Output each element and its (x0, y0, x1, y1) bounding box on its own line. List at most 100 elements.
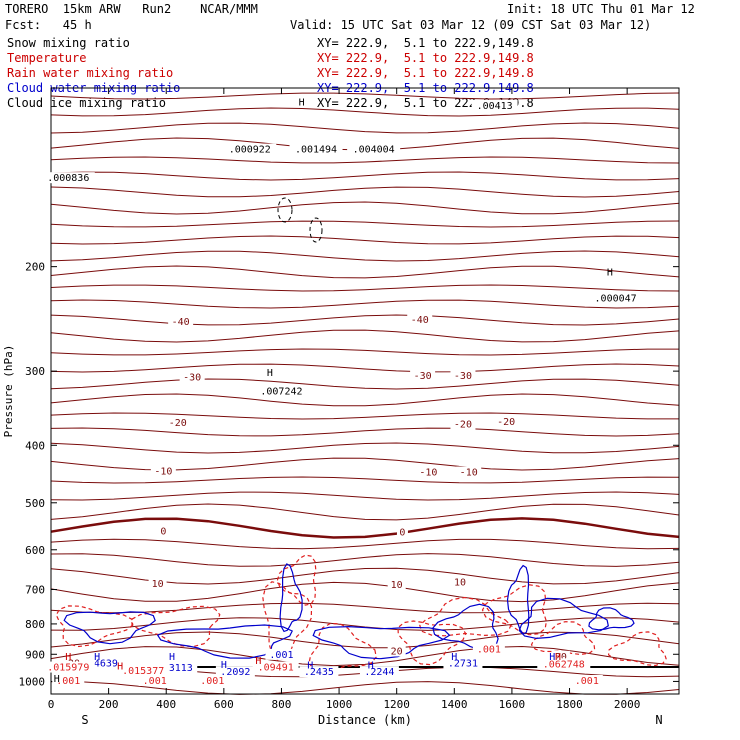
temperature-label-bg (387, 578, 406, 590)
temperature-label: 0 (399, 527, 405, 538)
rain-label-bg (41, 661, 95, 673)
x-axis-label: Distance (km) (318, 713, 412, 727)
high-marker: H (307, 661, 313, 672)
temperature-contour (50, 617, 680, 631)
temperature-label-bg (168, 316, 194, 328)
rain-contour (530, 621, 596, 656)
x-tick-label: 1200 (383, 698, 410, 711)
y-tick-label: 1000 (19, 675, 46, 688)
y-axis-label: Pressure (hPa) (2, 345, 15, 438)
snow-label-bg (471, 99, 518, 111)
temperature-label-bg (157, 525, 169, 537)
temperature-contour (50, 538, 680, 550)
y-tick-label: 700 (25, 584, 45, 597)
temperature-label-bg (493, 415, 519, 427)
cloud-water-contour (518, 597, 609, 640)
cloud-water-label: .2244 (364, 667, 394, 678)
x-tick-label: 600 (214, 698, 234, 711)
temperature-contour (50, 393, 680, 407)
temperature-label: 0 (160, 526, 166, 537)
y-tick-label: 600 (25, 544, 45, 557)
x-tick-label: 1800 (556, 698, 583, 711)
temperature-label: -20 (497, 417, 515, 428)
legend-snow-xy: XY= 222.9, 5.1 to 222.9,149.8 (317, 36, 534, 50)
forecast-hour: Fcst: 45 h (5, 18, 92, 32)
rain-label-bg (472, 643, 505, 655)
legend-temperature-xy: XY= 222.9, 5.1 to 222.9,149.8 (317, 51, 534, 65)
temperature-contour (50, 265, 680, 279)
x-tick-label: 400 (156, 698, 176, 711)
snow-label-bg (589, 292, 643, 304)
rain-label-bg (196, 674, 229, 686)
temperature-label: -40 (411, 315, 429, 326)
rain-label: .001 (143, 676, 167, 687)
y-tick-label: 200 (25, 261, 45, 274)
temperature-contour (50, 92, 680, 100)
snow-label-bg (289, 143, 343, 155)
rain-contour (131, 605, 221, 648)
temperature-contour (50, 412, 679, 420)
snow-label: .001494 (295, 145, 337, 156)
temperature-contour (50, 476, 680, 484)
temperature-contour (50, 250, 680, 262)
temperature-contours (50, 92, 680, 695)
rain-label: .001 (575, 676, 599, 687)
temperature-label: -30 (183, 373, 201, 384)
temperature-contour (50, 171, 680, 181)
cloud-water-label-bg (215, 666, 255, 678)
snow-label: .000922 (229, 145, 271, 156)
snow-label: .004004 (353, 145, 395, 156)
temperature-contour (50, 156, 680, 164)
temperature-contour (50, 107, 680, 117)
y-tick-label: 900 (25, 648, 45, 661)
temperature-label: -20 (454, 420, 472, 431)
temperature-contour (50, 631, 680, 649)
temperature-contour (50, 186, 680, 198)
rain-contour (607, 631, 667, 667)
rain-label-bg (116, 665, 170, 677)
cloud-water-label-bg (83, 657, 123, 669)
x-tick-label: 1600 (499, 698, 526, 711)
temperature-contour (50, 314, 680, 326)
rain-label: .001 (56, 676, 80, 687)
high-marker: H (267, 368, 273, 379)
rain-label: .015979 (47, 663, 89, 674)
temperature-label-bg (396, 526, 408, 538)
temperature-contour (50, 681, 680, 695)
rain-contour (308, 622, 377, 673)
temperature-label: -10 (460, 467, 478, 478)
temperature-contour (50, 517, 680, 539)
rain-label-bg (252, 661, 299, 673)
model-title: TORERO 15km ARW Run2 NCAR/MMM (5, 2, 258, 16)
temperature-label-bg (179, 371, 205, 383)
y-tick-label: 300 (25, 365, 45, 378)
cloud-water-contour (279, 563, 303, 633)
temperature-label: -10 (154, 466, 172, 477)
temperature-contour (50, 581, 680, 603)
snow-label: .000836 (47, 173, 89, 184)
high-marker: H (255, 656, 261, 667)
cloud-water-contour (312, 625, 451, 660)
axes: 0 200 400 600 800 1000 1200 1400 1600 1800 2000200… (19, 88, 679, 711)
cloud-water-label: .2731 (448, 658, 478, 669)
temperature-label: -20 (169, 418, 187, 429)
temperature-label-bg (387, 645, 406, 657)
high-marker: H (221, 660, 227, 671)
ice-label-bg (254, 385, 308, 397)
cloud-water-label-bg (443, 657, 483, 669)
temperature-contour (50, 201, 680, 215)
cloud-water-label: .2435 (304, 667, 334, 678)
temperature-label: 10 (454, 578, 466, 589)
rain-label: .001 (200, 676, 224, 687)
temperature-label: 10 (152, 579, 164, 590)
high-marker: H (169, 652, 175, 663)
x-tick-label: 1400 (441, 698, 468, 711)
temperature-contour (50, 491, 680, 501)
temperature-label-bg (456, 466, 482, 478)
high-marker: H (549, 652, 555, 663)
high-marker: H (368, 661, 374, 672)
temperature-label: 20 (555, 652, 567, 663)
cloud-water-label-bg (265, 648, 298, 660)
legend-cloud-ice-name: Cloud ice mixing ratio (7, 96, 166, 110)
temperature-label-bg (165, 417, 191, 429)
